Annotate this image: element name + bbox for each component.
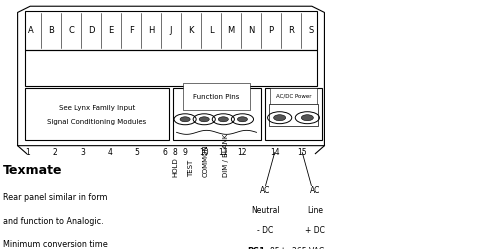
Text: Function Pins: Function Pins <box>193 94 240 100</box>
Text: COMMON: COMMON <box>203 144 209 177</box>
Text: S: S <box>308 26 313 35</box>
Text: and function to Analogic.: and function to Analogic. <box>3 217 103 226</box>
Text: E: E <box>109 26 114 35</box>
Text: Texmate: Texmate <box>3 164 62 177</box>
Text: + DC: + DC <box>305 226 325 235</box>
Text: 12: 12 <box>237 148 246 157</box>
Text: 2: 2 <box>53 148 57 157</box>
Circle shape <box>180 117 190 122</box>
Text: K: K <box>188 26 194 35</box>
Text: Neutral: Neutral <box>252 206 280 215</box>
Bar <box>265 88 322 140</box>
Text: 14: 14 <box>270 148 280 157</box>
Text: L: L <box>209 26 213 35</box>
Text: 15: 15 <box>297 148 307 157</box>
Text: 1: 1 <box>25 148 30 157</box>
Text: HOLD: HOLD <box>173 157 179 177</box>
Text: D: D <box>88 26 95 35</box>
Text: AC: AC <box>261 186 271 194</box>
Text: 5: 5 <box>135 148 139 157</box>
Text: TEST: TEST <box>188 160 194 177</box>
Bar <box>25 50 317 86</box>
Text: 11: 11 <box>218 148 227 157</box>
Circle shape <box>237 117 247 122</box>
Text: 4: 4 <box>107 148 112 157</box>
Text: B: B <box>48 26 54 35</box>
Text: 3: 3 <box>80 148 85 157</box>
Text: Minimum conversion time: Minimum conversion time <box>3 240 107 249</box>
Text: N: N <box>248 26 254 35</box>
Circle shape <box>274 115 286 121</box>
Text: P: P <box>268 26 274 35</box>
Bar <box>173 88 261 140</box>
Circle shape <box>218 117 228 122</box>
Text: Line: Line <box>307 206 323 215</box>
Text: 10: 10 <box>199 148 209 157</box>
Text: C: C <box>68 26 74 35</box>
Text: Rear panel similar in form: Rear panel similar in form <box>3 193 107 202</box>
Text: 85 to 265 VAC: 85 to 265 VAC <box>270 247 324 249</box>
Text: 9: 9 <box>183 148 188 157</box>
Text: Signal Conditioning Modules: Signal Conditioning Modules <box>47 119 146 125</box>
Text: M: M <box>227 26 234 35</box>
Circle shape <box>301 115 313 121</box>
Bar <box>25 11 317 50</box>
Bar <box>269 104 318 126</box>
Text: H: H <box>148 26 154 35</box>
Text: R: R <box>288 26 294 35</box>
Text: A: A <box>28 26 34 35</box>
Text: 6: 6 <box>162 148 167 157</box>
Text: PS1: PS1 <box>247 247 266 249</box>
Bar <box>25 88 169 140</box>
Text: J: J <box>170 26 172 35</box>
Text: AC: AC <box>310 186 320 194</box>
Text: AC/DC Power: AC/DC Power <box>276 93 311 98</box>
Text: F: F <box>129 26 133 35</box>
Text: DIM / BLANK: DIM / BLANK <box>223 133 229 177</box>
Circle shape <box>199 117 209 122</box>
Text: - DC: - DC <box>258 226 274 235</box>
Text: See Lynx Family Input: See Lynx Family Input <box>59 105 135 111</box>
Text: 8: 8 <box>173 148 178 157</box>
